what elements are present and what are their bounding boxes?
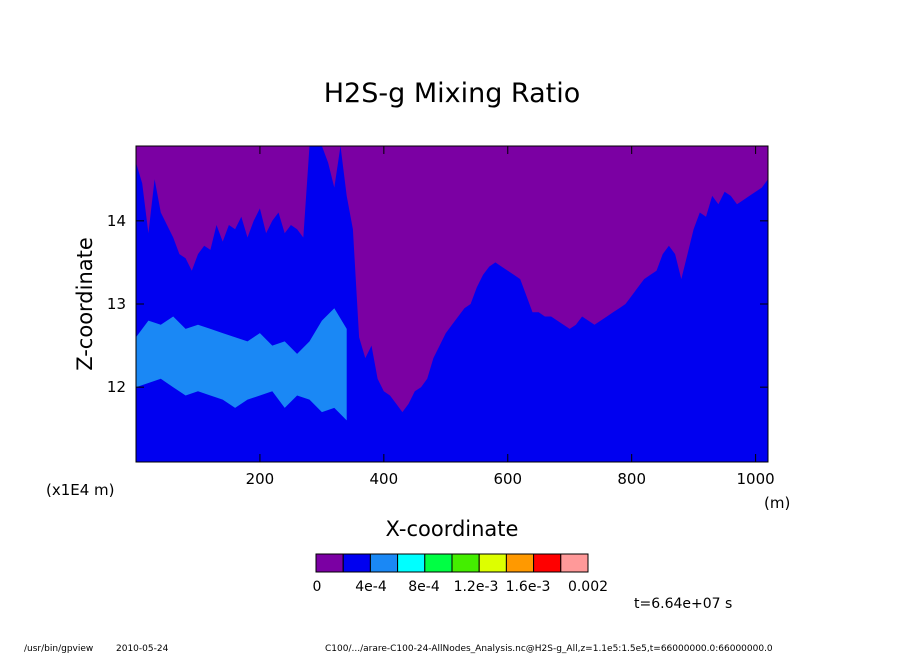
colorbar xyxy=(315,553,589,573)
purple-region xyxy=(136,146,768,413)
colorbar-labels: 0 4e-4 8e-4 1.2e-3 1.6e-3 0.002 xyxy=(313,579,609,595)
y-tick-label: 13 xyxy=(107,295,126,313)
colorbar-swatch xyxy=(505,553,535,573)
footer-source: C100/.../arare-C100-24-AllNodes_Analysis… xyxy=(325,644,773,654)
x-axis-title: X-coordinate xyxy=(386,517,519,541)
colorbar-swatch xyxy=(560,553,589,573)
y-unit-label: (x1E4 m) xyxy=(46,481,115,499)
colorbar-swatch xyxy=(424,553,453,573)
colorbar-label: 1.6e-3 xyxy=(506,579,551,595)
colorbar-swatch xyxy=(478,553,507,573)
plot-area: 200 400 600 800 1000 12 13 14 xyxy=(107,145,775,488)
lightblue-region xyxy=(136,308,347,421)
x-tick-label: 800 xyxy=(617,470,646,488)
colorbar-swatch xyxy=(397,553,426,573)
colorbar-label: 0.002 xyxy=(568,579,608,595)
x-tick-label: 600 xyxy=(493,470,522,488)
colorbar-label: 1.2e-3 xyxy=(454,579,499,595)
colorbar-swatch xyxy=(533,553,562,573)
x-tick-label: 1000 xyxy=(737,470,775,488)
y-tick-label: 14 xyxy=(107,212,126,230)
y-ticks: 12 13 14 xyxy=(107,212,768,396)
colorbar-swatch xyxy=(315,553,344,573)
colorbar-swatch xyxy=(451,553,480,573)
footer-date: 2010-05-24 xyxy=(116,644,169,654)
contour-fields xyxy=(136,146,768,421)
colorbar-label: 8e-4 xyxy=(408,579,440,595)
colorbar-label: 4e-4 xyxy=(355,579,387,595)
x-tick-label: 200 xyxy=(246,470,275,488)
x-ticks: 200 400 600 800 1000 xyxy=(246,146,775,488)
x-unit-label: (m) xyxy=(764,494,790,512)
time-label: t=6.64e+07 s xyxy=(634,596,732,612)
y-axis-title: Z-coordinate xyxy=(73,237,97,371)
footer-program: /usr/bin/gpview xyxy=(24,644,93,654)
y-tick-label: 12 xyxy=(107,378,126,396)
colorbar-label: 0 xyxy=(313,579,322,595)
colorbar-swatch xyxy=(342,553,371,573)
colorbar-swatch xyxy=(369,553,399,573)
x-tick-label: 400 xyxy=(370,470,399,488)
chart-title: H2S-g Mixing Ratio xyxy=(324,78,581,109)
